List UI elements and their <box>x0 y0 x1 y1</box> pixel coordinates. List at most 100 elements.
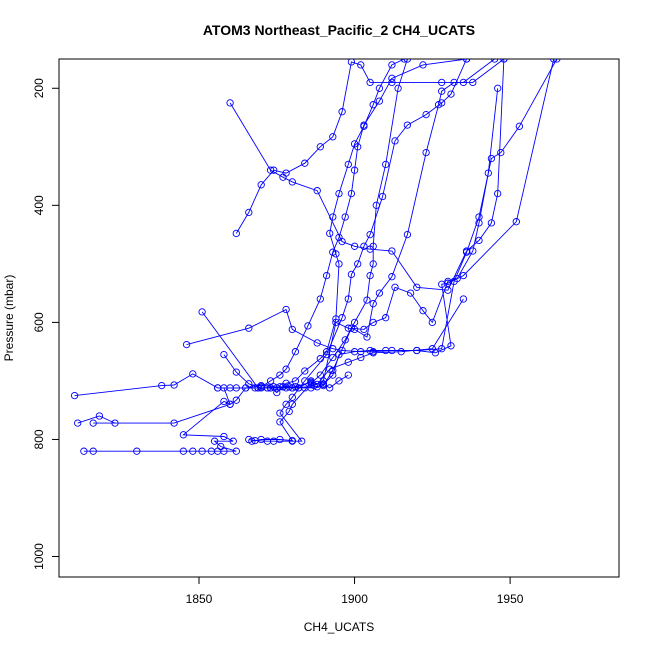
series-line <box>235 59 495 234</box>
data-point <box>344 160 352 169</box>
data-point <box>282 305 290 314</box>
data-point <box>357 61 365 69</box>
data-point <box>494 189 502 198</box>
data-point <box>282 169 290 177</box>
data-point <box>366 230 374 239</box>
series-line <box>74 298 464 397</box>
x-tick-label: 1850 <box>186 592 213 606</box>
data-point <box>245 380 253 388</box>
data-point <box>459 271 468 280</box>
data-point <box>369 348 377 356</box>
data-point <box>291 348 300 356</box>
data-point <box>422 148 430 157</box>
data-point <box>413 283 421 291</box>
data-point <box>490 59 499 63</box>
data-point <box>270 166 278 174</box>
data-point <box>375 289 384 297</box>
data-point <box>512 218 520 226</box>
y-axis-label: Pressure (mbar) <box>2 275 16 362</box>
data-point <box>332 315 340 323</box>
data-point <box>301 367 309 375</box>
data-point <box>288 325 296 334</box>
data-point <box>419 307 427 315</box>
data-point <box>232 368 240 376</box>
data-point <box>326 229 334 238</box>
data-point <box>198 308 206 316</box>
data-point <box>357 353 365 362</box>
data-point <box>282 379 290 387</box>
data-point <box>248 437 256 445</box>
series-line <box>223 88 499 389</box>
data-point <box>341 213 349 221</box>
data-point <box>335 233 343 242</box>
data-point <box>316 371 324 379</box>
data-point <box>515 122 524 130</box>
data-point <box>307 379 315 387</box>
data-point <box>366 346 374 355</box>
data-point <box>158 381 166 390</box>
x-tick-label: 1950 <box>497 592 524 606</box>
data-point <box>322 271 331 280</box>
data-point <box>182 340 191 349</box>
data-point <box>350 325 359 334</box>
data-point <box>288 393 296 401</box>
data-point <box>438 87 446 95</box>
data-point <box>344 371 352 379</box>
data-point <box>459 78 468 87</box>
data-point <box>257 435 265 444</box>
data-point <box>419 61 427 69</box>
data-point <box>179 431 188 439</box>
data-point <box>403 121 412 129</box>
data-point <box>447 342 455 350</box>
data-point <box>313 187 321 195</box>
data-point <box>484 169 492 177</box>
data-point <box>245 324 253 332</box>
data-point <box>344 358 352 366</box>
data-point <box>475 236 483 245</box>
data-point <box>217 442 225 451</box>
data-point <box>329 366 337 375</box>
x-axis: 1850 1900 1950 <box>186 577 524 606</box>
data-point <box>413 346 421 355</box>
data-point <box>189 447 197 455</box>
data-point <box>382 160 390 169</box>
data-point <box>497 148 505 157</box>
data-point <box>313 339 321 347</box>
data-point <box>220 397 228 406</box>
data-point <box>288 400 296 408</box>
data-point <box>444 277 452 286</box>
data-point <box>347 270 356 279</box>
data-point <box>397 348 405 356</box>
data-point <box>198 447 206 455</box>
data-point <box>391 283 399 291</box>
y-tick-label: 600 <box>32 312 46 332</box>
data-point <box>189 370 197 378</box>
data-point <box>366 78 374 87</box>
data-point <box>369 260 377 268</box>
series-5 <box>220 84 502 392</box>
y-tick-label: 1000 <box>32 543 46 570</box>
data-point <box>363 296 371 304</box>
x-tick-label: 1900 <box>341 592 368 606</box>
data-point <box>360 121 368 129</box>
data-point <box>354 260 362 268</box>
data-point <box>316 355 324 363</box>
data-point <box>226 400 234 408</box>
data-point <box>375 84 384 92</box>
data-point <box>431 349 440 357</box>
data-point <box>394 84 402 92</box>
data-point <box>350 318 359 327</box>
data-point <box>89 447 97 455</box>
data-point <box>347 189 356 198</box>
data-point <box>338 346 346 355</box>
data-point <box>229 437 237 445</box>
data-point <box>282 365 290 373</box>
data-point <box>329 353 337 362</box>
data-point <box>232 447 240 455</box>
data-point <box>179 447 188 455</box>
data-point <box>214 384 222 392</box>
data-point <box>369 242 377 250</box>
data-point <box>553 59 561 63</box>
data-point <box>111 419 119 427</box>
data-point <box>388 273 396 281</box>
